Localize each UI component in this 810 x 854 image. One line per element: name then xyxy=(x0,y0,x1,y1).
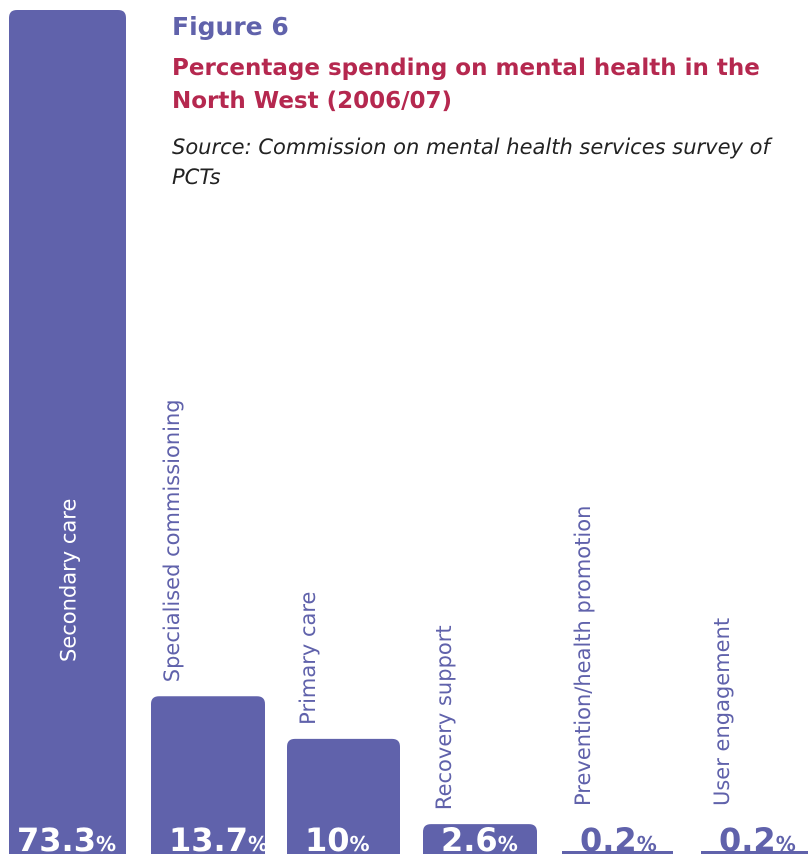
category-label-user-engagement: User engagement xyxy=(710,618,734,806)
bar-secondary-care xyxy=(9,10,126,854)
bar-recovery-support xyxy=(423,824,537,854)
bar-primary-care xyxy=(287,738,400,854)
chart-title: Percentage spending on mental health in … xyxy=(172,55,760,114)
value-label-prevention-health-promotion: 0.2% xyxy=(580,821,657,854)
value-label-recovery-support: 2.6% xyxy=(441,821,518,854)
value-label-secondary-care: 73.3% xyxy=(17,821,116,854)
category-label-prevention-health-promotion: Prevention/health promotion xyxy=(571,506,595,806)
chart-header: Figure 6 Percentage spending on mental h… xyxy=(172,10,772,192)
value-label-user-engagement: 0.2% xyxy=(719,821,796,854)
category-label-specialised-commissioning: Specialised commissioning xyxy=(160,399,184,682)
category-label-secondary-care: Secondary care xyxy=(57,499,81,662)
value-label-specialised-commissioning: 13.7% xyxy=(169,821,268,854)
bar-specialised-commissioning xyxy=(151,696,265,854)
chart-source: Source: Commission on mental health serv… xyxy=(172,135,770,189)
figure-label: Figure 6 xyxy=(172,12,289,41)
bar-user-engagement xyxy=(701,851,808,854)
bar-prevention-health-promotion xyxy=(562,851,673,854)
value-label-primary-care: 10% xyxy=(305,821,370,854)
category-label-recovery-support: Recovery support xyxy=(432,625,456,810)
category-label-primary-care: Primary care xyxy=(296,592,320,725)
